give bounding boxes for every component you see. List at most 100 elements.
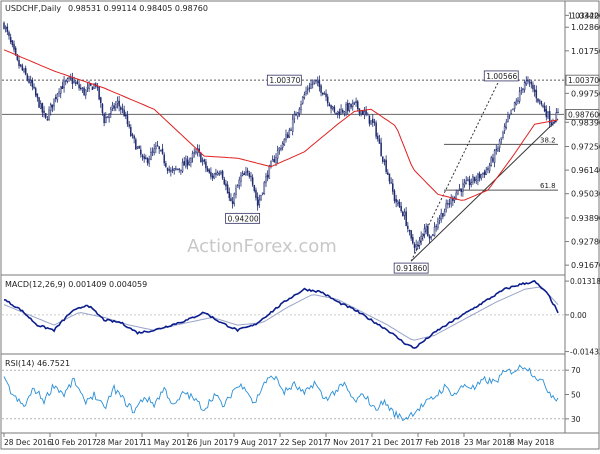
- candle-body: [36, 93, 39, 98]
- x-tick-label: 22 Sep 2017: [280, 438, 328, 447]
- macd-tick-label: 0.013184: [570, 277, 600, 286]
- candle-body: [538, 99, 541, 101]
- candle-body: [533, 89, 536, 92]
- candle-body: [500, 137, 503, 140]
- candle-body: [457, 190, 459, 195]
- candle-body: [136, 146, 139, 149]
- candle-body: [160, 149, 162, 152]
- candle-body: [502, 132, 504, 138]
- candle-body: [335, 112, 337, 115]
- price-pane-symbol: USDCHF,Daily: [5, 4, 61, 13]
- candle-body: [141, 155, 144, 158]
- candle-body: [440, 213, 442, 220]
- candle-body: [408, 229, 411, 232]
- candle-body: [226, 184, 229, 194]
- macd-tick-label: -0.014339: [570, 348, 600, 357]
- candle-body: [135, 139, 137, 150]
- candle-body: [395, 198, 397, 203]
- x-tick-label: 10 Feb 2017: [50, 438, 97, 447]
- candle-body: [200, 152, 202, 163]
- candle-body: [173, 168, 175, 172]
- candle-body: [201, 160, 204, 162]
- candle-body: [240, 175, 242, 182]
- fibonacci-level-label: 38.2: [540, 136, 556, 144]
- candle-body: [146, 158, 149, 163]
- candle-body: [11, 40, 14, 45]
- candle-body: [410, 230, 412, 239]
- candle-body: [206, 168, 209, 172]
- candle-body: [191, 153, 194, 159]
- candle-body: [246, 170, 249, 173]
- candle-body: [425, 226, 427, 231]
- candle-body: [290, 129, 292, 131]
- candle-body: [333, 107, 336, 113]
- candle-body: [64, 80, 67, 82]
- candle-body: [96, 86, 99, 88]
- x-tick-label: 7 Nov 2017: [326, 438, 369, 447]
- candle-body: [350, 103, 352, 108]
- candle-body: [46, 119, 49, 121]
- price-label-box: [565, 109, 600, 120]
- candle-body: [423, 228, 426, 235]
- candle-body: [552, 122, 554, 124]
- candle-body: [278, 147, 281, 151]
- candle-body: [138, 146, 140, 149]
- candle-body: [44, 113, 47, 118]
- candle-body: [373, 121, 376, 123]
- candle-body: [248, 172, 251, 177]
- candle-body: [298, 108, 301, 114]
- candle-body: [365, 110, 367, 115]
- candle-body: [233, 193, 236, 204]
- candle-body: [508, 113, 511, 116]
- candle-body: [6, 26, 9, 32]
- x-tick-label: 21 Dec 2017: [372, 438, 420, 447]
- candle-body: [528, 81, 531, 83]
- candle-body: [148, 158, 150, 164]
- candle-body: [385, 159, 387, 172]
- candle-body: [211, 175, 214, 178]
- candle-body: [283, 138, 286, 146]
- candle-body: [465, 180, 467, 184]
- candle-body: [261, 192, 264, 195]
- candle-body: [131, 134, 134, 136]
- candle-body: [405, 211, 407, 226]
- candle-body: [447, 203, 449, 205]
- candle-body: [208, 169, 210, 173]
- candle-body: [230, 198, 232, 202]
- candle-body: [353, 101, 356, 104]
- candle-body: [116, 100, 119, 104]
- candle-body: [407, 225, 409, 230]
- candle-body: [403, 211, 406, 216]
- x-tick-label: 9 Aug 2017: [234, 438, 277, 447]
- candle-body: [170, 170, 172, 172]
- candle-body: [271, 159, 274, 162]
- candle-body: [108, 114, 110, 118]
- candle-body: [56, 93, 59, 100]
- candle-body: [270, 161, 272, 167]
- candle-body: [243, 173, 246, 176]
- candle-body: [505, 121, 508, 128]
- candle-body: [291, 118, 294, 132]
- candle-body: [388, 173, 391, 182]
- rsi-line: [3, 364, 559, 422]
- candle-body: [503, 126, 506, 132]
- candle-body: [370, 120, 372, 125]
- candle-body: [346, 103, 349, 112]
- candle-body: [103, 113, 105, 123]
- candle-body: [128, 124, 130, 127]
- candle-body: [308, 87, 311, 89]
- candle-body: [21, 65, 24, 71]
- candle-body: [512, 108, 514, 110]
- candle-body: [3, 22, 5, 29]
- price-annotation-text: 0.91860: [396, 264, 427, 273]
- candle-body: [467, 179, 469, 182]
- candle-body: [106, 116, 109, 119]
- candle-body: [151, 151, 154, 153]
- candle-body: [377, 135, 379, 140]
- candle-body: [498, 140, 501, 149]
- candle-body: [323, 93, 326, 95]
- candle-body: [480, 174, 482, 179]
- candle-body: [316, 81, 319, 84]
